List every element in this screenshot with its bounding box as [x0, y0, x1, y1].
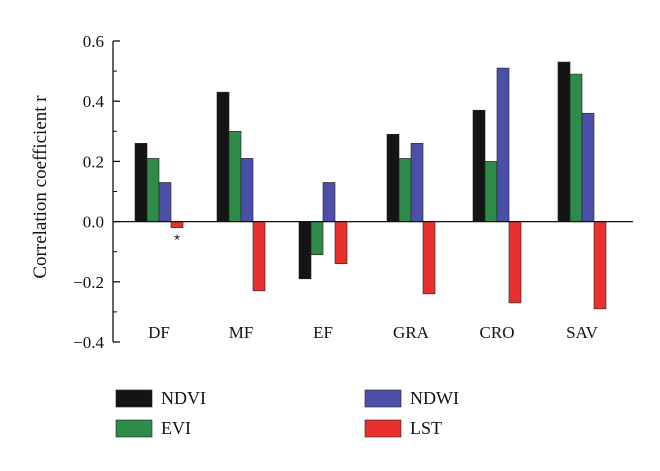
x-category-label: GRA	[393, 323, 430, 342]
bar-gra-lst	[422, 221, 436, 295]
bar-sav-ndwi	[581, 112, 595, 222]
bar-gra-ndwi	[410, 143, 424, 222]
bar-ef-ndvi	[298, 221, 312, 280]
y-tick-label: 0.0	[83, 213, 104, 232]
bar-cro-ndwi	[496, 67, 510, 222]
legend-swatch-evi	[115, 419, 153, 438]
bar-gra-ndvi	[386, 134, 400, 222]
bar-sav-evi	[569, 73, 583, 222]
bar-sav-lst	[593, 221, 607, 310]
legend-label-ndvi: NDVI	[161, 388, 206, 408]
x-category-label: EF	[313, 323, 333, 342]
significance-annotation: *	[174, 232, 180, 249]
legend-label-ndwi: NDWI	[410, 388, 459, 408]
legend: NDVI EVI NDWI LST	[115, 388, 459, 438]
x-category-label: MF	[229, 323, 254, 342]
bar-cro-evi	[484, 161, 498, 222]
bar-mf-evi	[228, 131, 242, 222]
bar-df-ndvi	[134, 143, 148, 222]
bar-mf-ndwi	[240, 158, 254, 222]
x-category-label: CRO	[480, 323, 515, 342]
legend-swatch-lst	[364, 419, 402, 438]
bar-mf-ndvi	[216, 91, 230, 222]
bar-df-evi	[146, 158, 160, 222]
legend-swatch-ndvi	[115, 389, 153, 408]
y-tick-label: 0.2	[83, 152, 104, 171]
bar-mf-lst	[252, 221, 266, 292]
bar-ef-lst	[334, 221, 348, 265]
y-tick-label: 0.4	[83, 92, 105, 111]
y-axis-title: Correlation coefficient r	[30, 95, 51, 279]
bar-sav-ndvi	[557, 61, 571, 222]
bar-cro-ndvi	[472, 109, 486, 222]
y-axis: −0.4 −0.2 0.0 0.2 0.4 0.6	[73, 32, 633, 352]
bar-ef-evi	[310, 221, 324, 256]
bar-ef-ndwi	[322, 182, 336, 222]
y-tick-label: −0.2	[73, 273, 104, 292]
y-tick-label: 0.6	[83, 32, 104, 51]
y-tick-label: −0.4	[73, 333, 104, 352]
legend-swatch-ndwi	[364, 389, 402, 408]
bars-group: *	[134, 61, 607, 310]
bar-cro-lst	[508, 221, 522, 304]
x-category-label: SAV	[566, 323, 599, 342]
legend-label-lst: LST	[410, 418, 442, 438]
bar-df-ndwi	[158, 182, 172, 222]
bar-gra-evi	[398, 158, 412, 222]
x-axis-labels: DF MF EF GRA CRO SAV	[148, 323, 598, 342]
x-category-label: DF	[148, 323, 170, 342]
bar-df-lst	[170, 221, 184, 228]
legend-label-evi: EVI	[161, 418, 191, 438]
